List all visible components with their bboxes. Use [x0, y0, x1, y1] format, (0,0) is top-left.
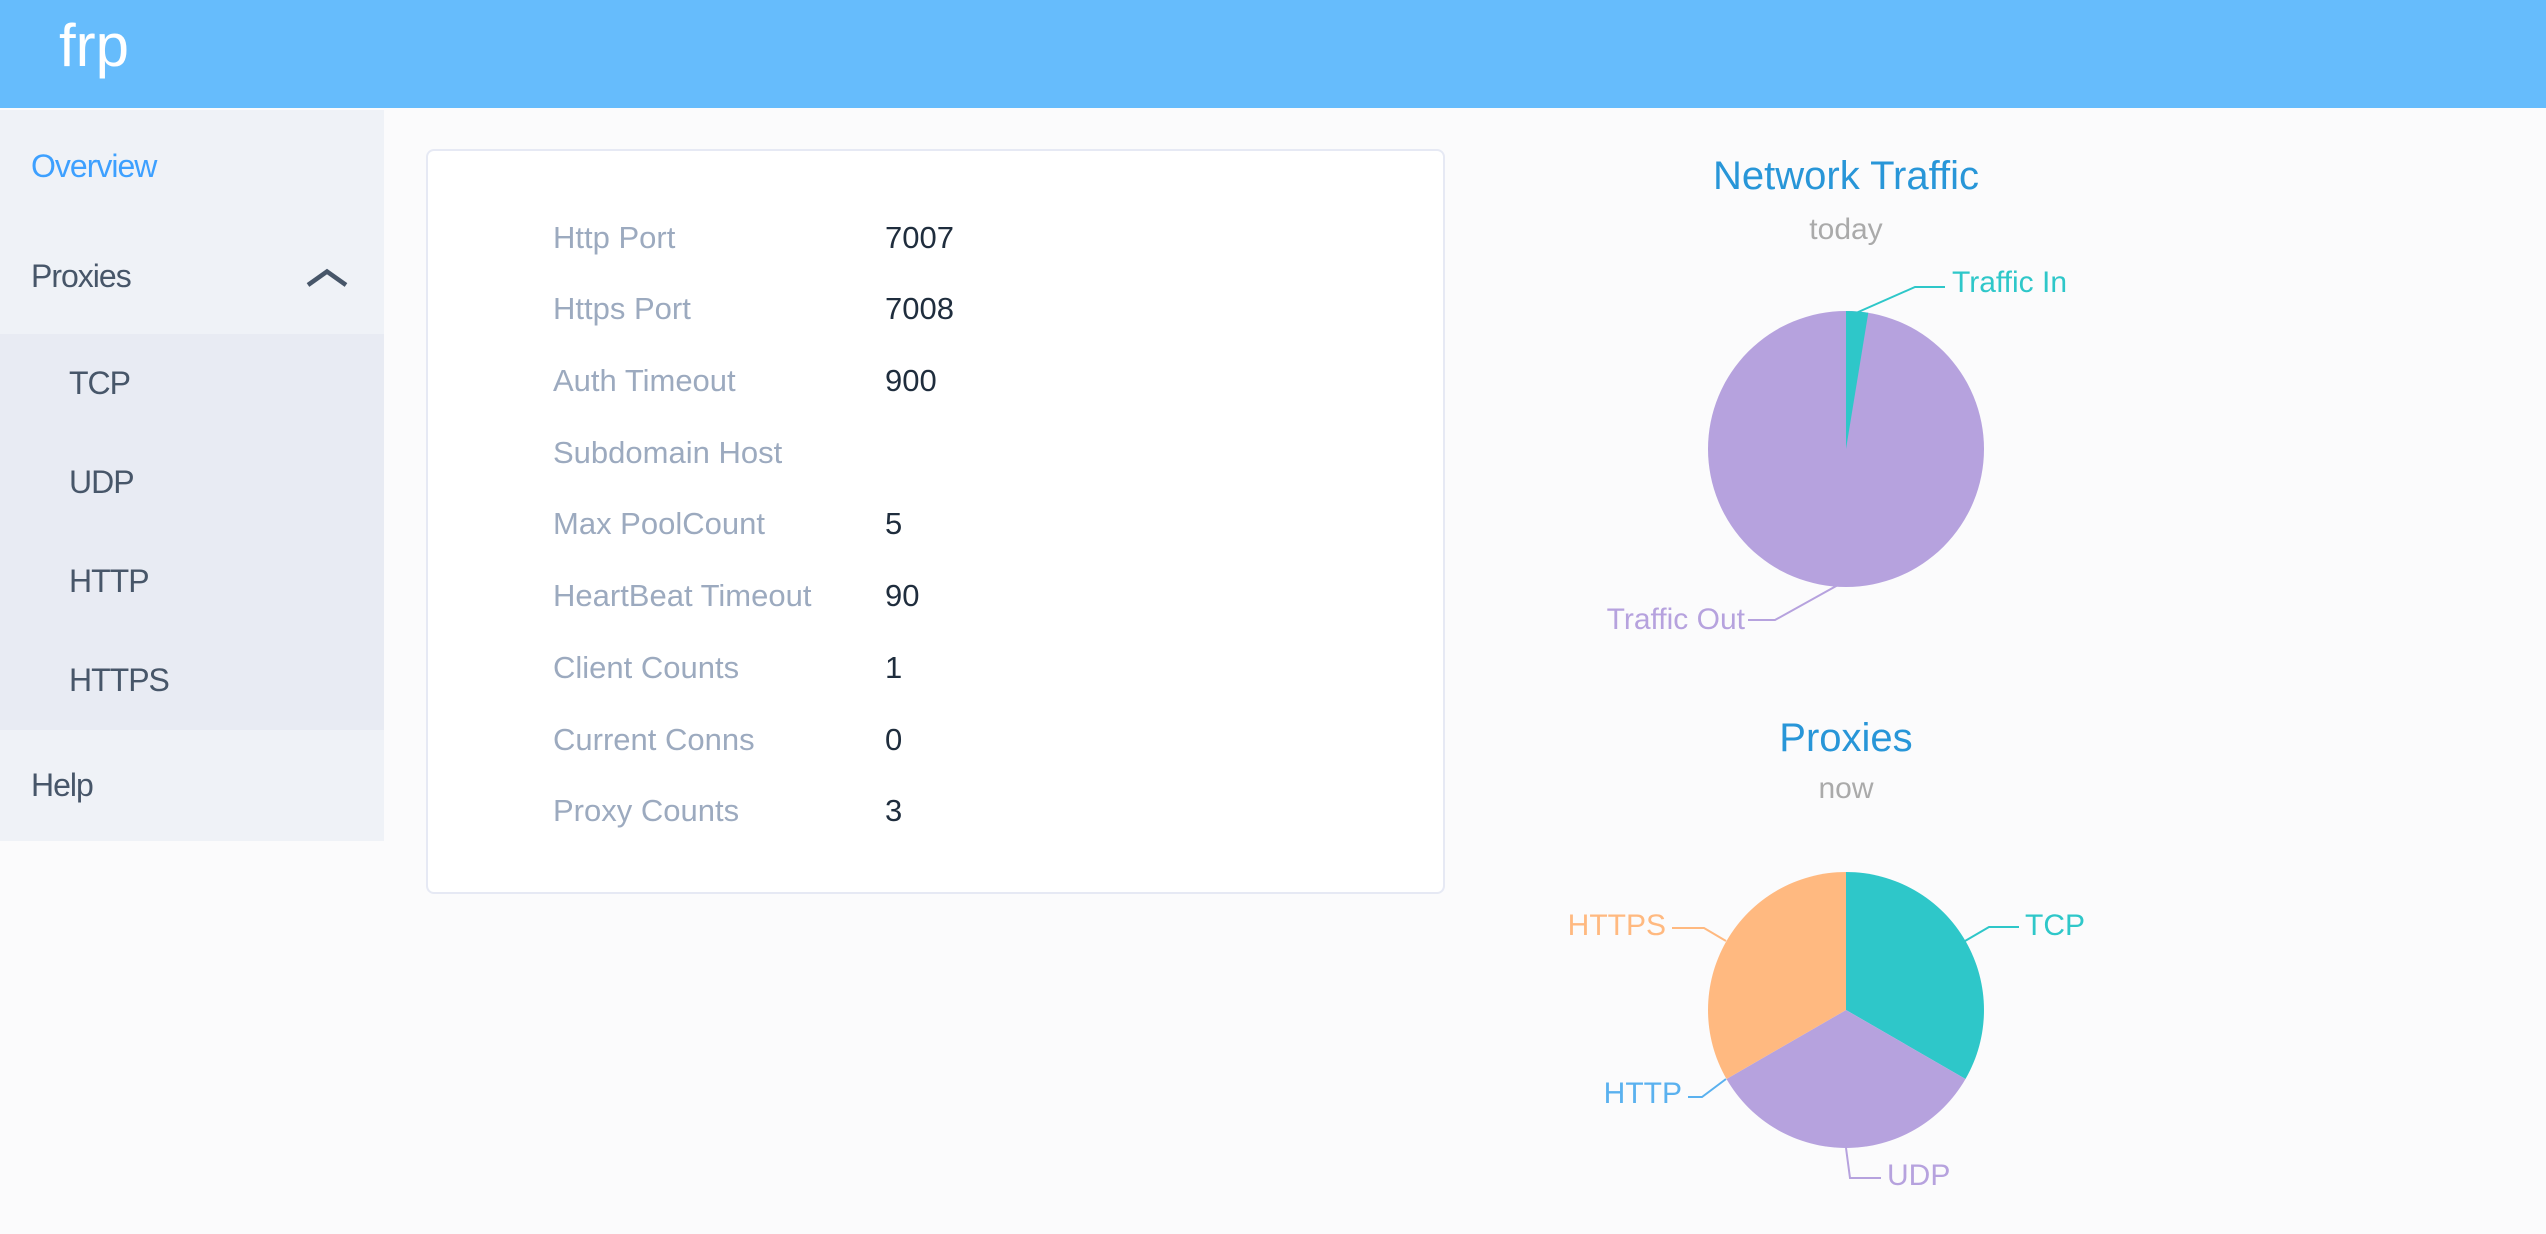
svg-text:UDP: UDP — [1887, 1159, 1950, 1192]
svg-text:TCP: TCP — [2025, 909, 2085, 942]
svg-text:HTTP: HTTP — [1604, 1077, 1682, 1110]
svg-text:Network Traffic: Network Traffic — [1713, 154, 1979, 198]
svg-text:today: today — [1809, 213, 1882, 246]
svg-text:Traffic In: Traffic In — [1952, 266, 2067, 299]
svg-text:now: now — [1818, 772, 1873, 805]
svg-text:HTTPS: HTTPS — [1568, 909, 1666, 942]
svg-text:Traffic Out: Traffic Out — [1607, 603, 1746, 636]
svg-text:Proxies: Proxies — [1779, 716, 1912, 760]
